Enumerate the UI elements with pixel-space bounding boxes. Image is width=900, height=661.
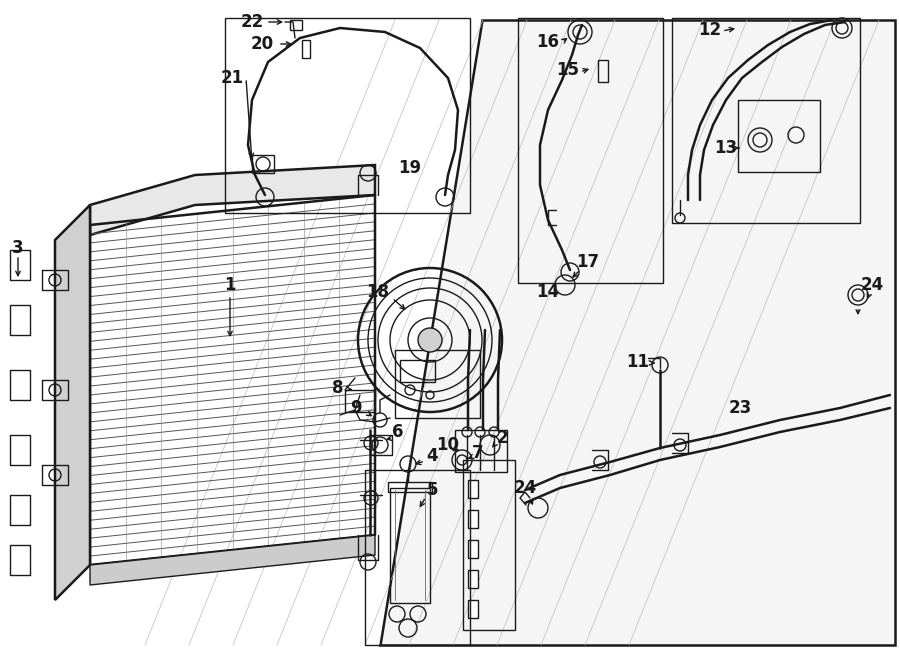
Text: 24: 24: [513, 479, 536, 497]
Text: 21: 21: [220, 69, 244, 87]
Text: 3: 3: [13, 239, 23, 257]
Bar: [225, 18, 470, 213]
Text: 5: 5: [427, 481, 437, 499]
Circle shape: [418, 328, 442, 352]
Bar: [252, 155, 274, 173]
Text: 23: 23: [728, 399, 752, 417]
Bar: [455, 430, 507, 472]
Text: 22: 22: [240, 13, 264, 31]
Bar: [390, 488, 430, 603]
Bar: [468, 570, 478, 588]
Bar: [388, 482, 432, 492]
Text: 7: 7: [472, 444, 484, 462]
Bar: [302, 40, 310, 58]
Text: 20: 20: [250, 35, 274, 53]
Text: 24: 24: [860, 276, 884, 294]
Text: 19: 19: [399, 159, 421, 177]
Text: 15: 15: [556, 61, 580, 79]
Polygon shape: [90, 535, 375, 585]
Text: 14: 14: [536, 283, 560, 301]
Polygon shape: [90, 165, 375, 235]
Bar: [598, 60, 608, 82]
Text: 17: 17: [576, 253, 599, 271]
Bar: [395, 350, 480, 418]
Bar: [672, 18, 860, 223]
Bar: [518, 18, 663, 283]
Text: 12: 12: [698, 21, 722, 39]
Text: 6: 6: [392, 423, 404, 441]
Bar: [468, 540, 478, 558]
Bar: [738, 100, 820, 172]
Text: 9: 9: [350, 399, 362, 417]
Bar: [468, 600, 478, 618]
Text: 8: 8: [332, 379, 344, 397]
Text: 2: 2: [496, 429, 508, 447]
Bar: [468, 480, 478, 498]
Text: 16: 16: [536, 33, 560, 51]
Bar: [463, 460, 515, 630]
Text: 4: 4: [427, 447, 437, 465]
Polygon shape: [380, 20, 895, 645]
Text: 10: 10: [436, 436, 460, 454]
Text: 13: 13: [715, 139, 738, 157]
Text: 1: 1: [224, 276, 236, 294]
Bar: [365, 470, 470, 645]
Text: 11: 11: [626, 353, 650, 371]
Bar: [400, 360, 435, 382]
Bar: [290, 20, 302, 30]
Polygon shape: [55, 205, 90, 600]
Text: 18: 18: [366, 283, 390, 301]
Bar: [370, 435, 392, 455]
Bar: [345, 390, 375, 412]
Bar: [468, 510, 478, 528]
